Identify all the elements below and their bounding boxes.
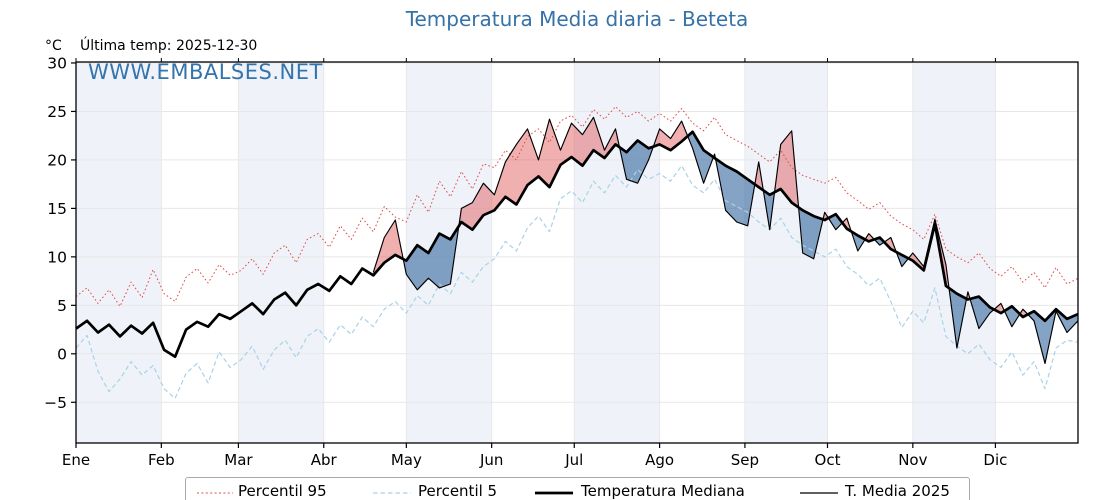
line-percentil-5 xyxy=(75,165,1079,399)
fill-above-median xyxy=(458,117,620,230)
month-band-nov xyxy=(912,62,996,443)
x-tick-label-mar: Mar xyxy=(224,451,253,469)
x-tick-label-sep: Sep xyxy=(731,451,759,469)
x-tick-label-abr: Abr xyxy=(311,451,338,469)
fill-above-median xyxy=(842,218,852,232)
line-temperatura-mediana xyxy=(75,130,1079,359)
x-tick-label-oct: Oct xyxy=(815,451,841,469)
y-tick-label-5: 5 xyxy=(57,297,67,315)
fill-below-median xyxy=(851,231,866,251)
y-tick-label--5: −5 xyxy=(44,394,67,412)
fill-below-median xyxy=(949,288,967,348)
y-tick-label-10: 10 xyxy=(47,248,67,266)
x-tick-label-jun: Jun xyxy=(479,451,503,469)
last-temp-label: Última temp: 2025-12-30 xyxy=(80,38,258,54)
fill-above-median xyxy=(754,161,764,191)
fill-below-median xyxy=(687,131,714,184)
x-tick-label-nov: Nov xyxy=(898,451,927,469)
x-tick-label-jul: Jul xyxy=(564,451,583,469)
fill-below-median xyxy=(896,252,909,267)
y-tick-label-15: 15 xyxy=(47,200,67,218)
fill-below-median xyxy=(715,158,755,226)
chart-title: Temperatura Media diaria - Beteta xyxy=(405,7,749,31)
fill-below-median xyxy=(1027,309,1078,364)
month-band-jul xyxy=(574,62,660,443)
x-tick-label-ene: Ene xyxy=(62,451,90,469)
legend-sample-mediana-icon xyxy=(535,491,573,495)
y-axis-unit-label: °C xyxy=(45,38,62,54)
y-tick-label-25: 25 xyxy=(47,103,67,121)
x-tick-label-dic: Dic xyxy=(983,451,1007,469)
legend-sample-p5-icon xyxy=(373,492,411,494)
line-t-media-2025 xyxy=(372,116,1079,365)
y-tick-label-30: 30 xyxy=(47,54,67,72)
legend-sample-t2025-icon xyxy=(800,492,838,494)
legend-label-p5: Percentil 5 xyxy=(418,482,498,500)
y-tick-label-0: 0 xyxy=(57,345,67,363)
x-tick-label-may: May xyxy=(391,451,422,469)
x-tick-label-feb: Feb xyxy=(148,451,175,469)
line-percentil-95 xyxy=(75,106,1079,307)
legend-sample-p95-icon xyxy=(197,492,233,494)
fill-below-median xyxy=(763,190,775,230)
fill-below-median xyxy=(970,296,994,329)
y-tick-label-20: 20 xyxy=(47,151,67,169)
plot-border xyxy=(75,61,1079,444)
legend-label-mediana: Temperatura Mediana xyxy=(581,482,745,500)
legend: Percentil 95 Percentil 5 Temperatura Med… xyxy=(185,477,970,500)
watermark: WWW.EMBALSES.NET xyxy=(88,60,323,84)
month-band-ene xyxy=(76,62,162,443)
legend-label-p95: Percentil 95 xyxy=(238,482,327,500)
fill-above-median xyxy=(373,220,404,276)
fill-below-median xyxy=(403,226,459,290)
x-tick-label-ago: Ago xyxy=(645,451,674,469)
fill-above-median xyxy=(884,237,897,252)
month-band-mar xyxy=(238,62,324,443)
legend-label-t2025: T. Media 2025 xyxy=(845,482,950,500)
